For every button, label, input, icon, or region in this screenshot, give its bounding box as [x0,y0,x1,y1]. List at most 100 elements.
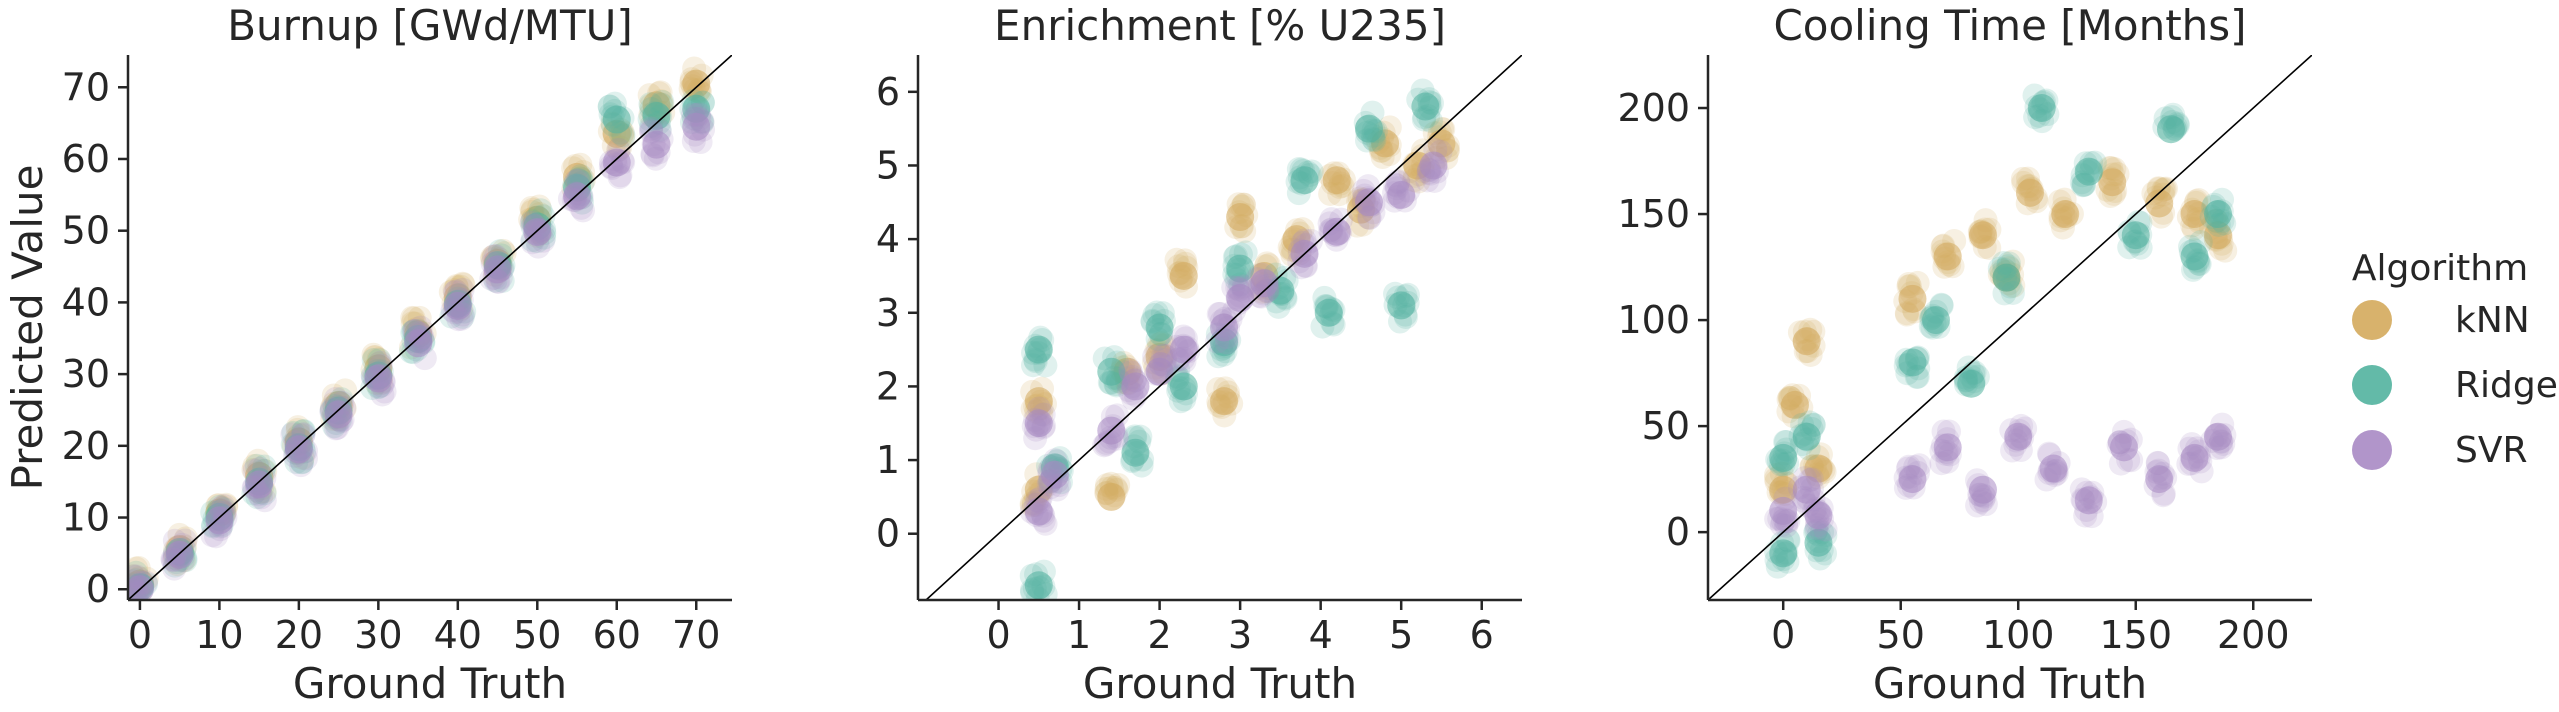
data-point [602,105,631,134]
data-point [1121,438,1150,467]
data-point-cloud [1310,314,1335,339]
data-point-cloud [1377,115,1402,140]
data-point-cloud [1942,228,1967,253]
data-point-cloud [1807,546,1832,571]
data-point [324,400,353,429]
data-point-cloud [2051,196,2076,221]
data-point [1968,221,1997,250]
data-point-cloud [682,56,707,81]
data-point-cloud [1206,376,1231,401]
data-point-cloud [2023,105,2048,130]
data-point-cloud [1092,433,1117,458]
data-point-cloud [1795,339,1820,364]
data-point-cloud [602,91,627,116]
data-point-cloud [1209,309,1234,334]
data-point-cloud [2205,200,2230,225]
data-point-cloud [1148,352,1173,377]
data-point-cloud [2095,177,2120,202]
data-point-cloud [1416,157,1441,182]
series-knn [1764,155,2238,507]
data-point-cloud [285,415,310,440]
data-point [1024,335,1053,364]
data-point-cloud [1792,466,1817,491]
data-point-cloud [162,528,187,553]
data-point-cloud [1803,453,1828,478]
data-point-cloud [1287,249,1312,274]
y-tick-label: 10 [62,496,110,540]
data-point-cloud [684,103,709,128]
data-point-cloud [1023,417,1048,442]
data-point-cloud [2145,450,2170,475]
data-point-cloud [688,129,713,154]
data-point-cloud [2150,182,2175,207]
data-point-cloud [1356,186,1381,211]
data-point-cloud [2151,200,2176,225]
data-point-cloud [637,83,662,108]
data-point-cloud [563,188,588,213]
data-point-cloud [2069,477,2094,502]
data-point-cloud [2188,449,2213,474]
data-point [1933,242,1962,271]
data-point-cloud [2183,190,2208,215]
data-point [1387,291,1416,320]
data-point-cloud [2073,151,2098,176]
data-point-cloud [1168,389,1193,414]
data-point-cloud [408,315,433,340]
data-point-cloud [640,142,665,167]
data-point-cloud [2150,461,2175,486]
data-point-cloud [1319,302,1344,327]
data-point-cloud [2051,202,2076,227]
data-point-cloud [1150,301,1175,326]
data-point-cloud [1252,268,1277,293]
data-point-cloud [2102,157,2127,182]
data-point-cloud [1272,285,1297,310]
data-point-cloud [1221,275,1246,300]
data-point-cloud [291,422,316,447]
data-point [443,291,472,320]
data-point-cloud [1222,253,1247,278]
data-point-cloud [1801,333,1826,358]
data-point-cloud [1999,418,2024,443]
data-point-cloud [1992,281,2017,306]
data-point-cloud [1764,547,1789,572]
data-point-cloud [480,251,505,276]
data-point-cloud [1033,582,1058,600]
data-point-cloud [208,512,233,537]
data-point-cloud [369,373,394,398]
data-point [1121,372,1150,401]
data-point-cloud [1254,251,1279,276]
data-point-cloud [1431,117,1456,142]
data-point-cloud [332,395,357,420]
data-point-cloud [1781,404,1806,429]
data-point-cloud [1377,142,1402,167]
data-point [404,329,433,358]
data-point-cloud [1896,271,1921,296]
data-point-cloud [486,269,511,294]
data-point-cloud [1998,274,2023,299]
data-point-cloud [1966,473,1991,498]
data-point [2145,465,2174,494]
data-point-cloud [2205,436,2230,461]
data-point-cloud [407,305,432,330]
data-point-cloud [1324,223,1349,248]
data-point-cloud [1793,339,1818,364]
data-point-cloud [2043,459,2068,484]
data-point [1097,357,1126,386]
data-point-cloud [602,98,627,123]
data-point [284,435,313,464]
data-point-cloud [1030,501,1055,526]
data-point-cloud [1330,173,1355,198]
data-point-cloud [284,434,309,459]
data-point-cloud [1167,375,1192,400]
data-point-cloud [1991,250,2016,275]
data-point [1792,327,1821,356]
data-point-cloud [1797,410,1822,435]
data-point-cloud [170,548,195,573]
data-point-cloud [2019,176,2044,201]
data-point-cloud [1231,192,1256,217]
data-point-cloud [2078,485,2103,510]
data-point-cloud [1022,576,1047,600]
data-point-cloud [1971,483,1996,508]
data-point-cloud [2034,88,2059,113]
data-point-cloud [291,423,316,448]
